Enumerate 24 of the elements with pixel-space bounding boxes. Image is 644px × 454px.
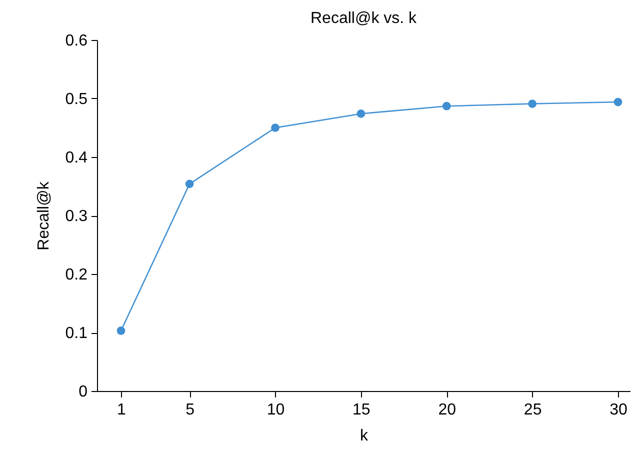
x-tick-label: 5: [186, 402, 195, 418]
x-tick-label: 20: [438, 402, 456, 418]
x-tick-label: 15: [352, 402, 370, 418]
x-tick-label: 30: [610, 402, 628, 418]
point: [614, 98, 622, 106]
point: [356, 110, 366, 118]
y-tick-label: 0.3: [65, 208, 88, 225]
y-tick-label: 0.2: [65, 266, 88, 284]
y-tick-label: 0.4: [65, 150, 88, 166]
point: [116, 326, 126, 335]
y-tick-label: 0: [78, 384, 88, 400]
y-tick-label: 0.5: [65, 91, 88, 108]
x-tick-label: 1: [117, 402, 126, 418]
x-axis-title: k: [360, 428, 369, 444]
point: [442, 102, 451, 110]
y-tick-label: 0.1: [65, 325, 88, 342]
x-tick-label: 25: [524, 402, 542, 418]
point: [528, 100, 536, 108]
chart-title: Recall@k vs. k: [310, 10, 418, 27]
y-tick-label: 0.6: [65, 32, 88, 50]
point: [271, 124, 280, 132]
y-axis-title: Recall@k: [35, 180, 52, 250]
point: [185, 180, 194, 188]
x-tick-label: 10: [266, 402, 285, 418]
